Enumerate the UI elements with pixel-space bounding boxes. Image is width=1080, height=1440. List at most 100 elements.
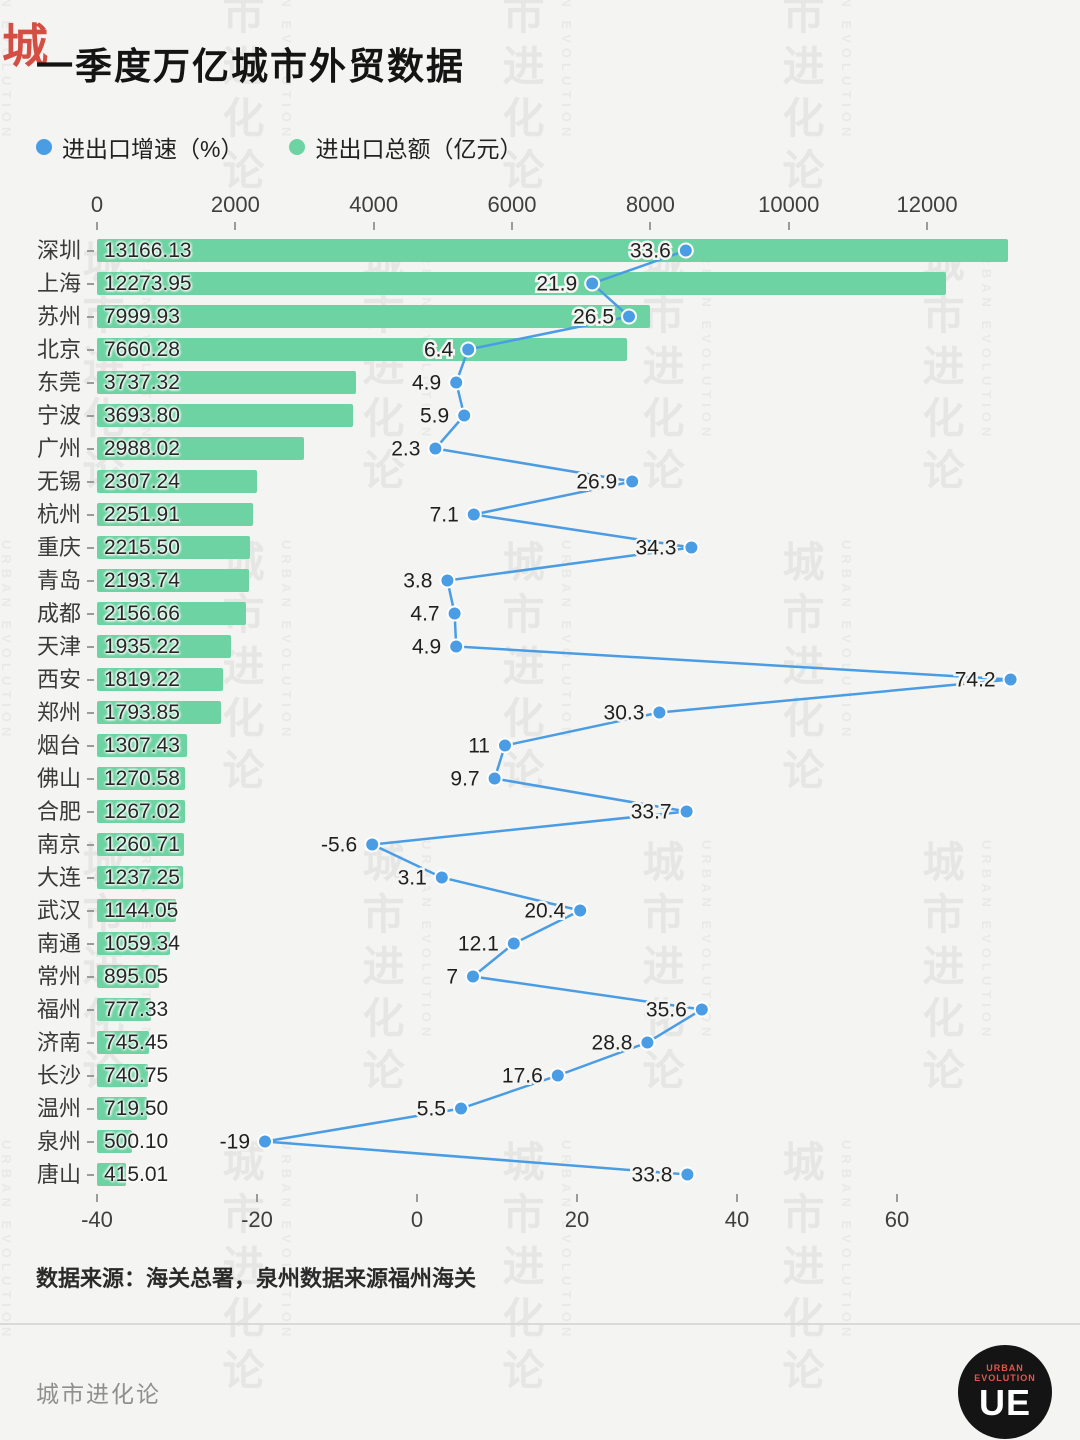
trade-total-bar [97, 635, 231, 658]
city-label: 杭州 [36, 502, 81, 527]
trade-total-value: 719.50 [104, 1097, 169, 1120]
trade-total-bar [97, 503, 253, 526]
growth-point [639, 1034, 656, 1051]
top-axis-tick-label: 4000 [349, 192, 399, 217]
y-axis-tick-mark [87, 678, 94, 681]
bottom-axis-tick-label: 0 [410, 1207, 424, 1232]
trade-total-bar [97, 1097, 147, 1120]
top-axis-tick-mark [234, 222, 237, 230]
trade-total-value: 500.10 [104, 1130, 169, 1153]
growth-point [439, 572, 456, 589]
trade-total-value: 7999.93 [104, 305, 180, 328]
legend-dot-blue-icon [36, 139, 52, 155]
y-axis-tick-mark [87, 1107, 94, 1110]
trade-total-bar [97, 1031, 149, 1054]
bottom-axis-tick-mark [736, 1194, 738, 1202]
trade-total-value: 777.33 [104, 998, 169, 1021]
y-axis-tick-mark [87, 315, 94, 318]
growth-value-label: 2.3 [391, 438, 420, 461]
top-axis-tick-label: 2000 [210, 192, 260, 217]
top-axis-tick-label: 12000 [896, 192, 958, 217]
trade-total-bar [97, 1163, 126, 1186]
growth-value-label: 34.3 [636, 537, 677, 560]
city-label: 青岛 [36, 568, 81, 593]
trade-total-value: 415.01 [104, 1163, 169, 1186]
growth-value-label: 5.9 [420, 405, 449, 428]
trade-total-bar [97, 668, 223, 691]
trade-total-bar [97, 602, 247, 625]
y-axis-tick-mark [87, 1041, 94, 1044]
footer: 城市进化论 URBAN EVOLUTION UE [0, 1345, 1080, 1439]
trade-total-bar [97, 437, 304, 460]
growth-value-label: 7 [446, 966, 458, 989]
watermark-corner-glyph: 城 [2, 20, 48, 72]
growth-value-label: 33.8 [632, 1164, 673, 1187]
growth-point [678, 803, 695, 820]
bottom-axis-tick-label: 60 [884, 1207, 910, 1232]
growth-value-label: 33.7 [631, 801, 672, 824]
growth-line [264, 249, 1011, 1176]
y-axis-tick-mark [87, 381, 94, 384]
growth-value-label: 9.7 [450, 768, 479, 791]
trade-total-value: 1935.22 [104, 635, 180, 658]
trade-total-value: 13166.13 [104, 239, 192, 262]
city-label: 天津 [36, 634, 81, 659]
y-axis-tick-mark [87, 843, 94, 846]
top-axis-tick-mark [511, 222, 514, 230]
city-label: 东莞 [36, 370, 81, 395]
trade-total-value: 7660.28 [104, 338, 180, 361]
city-label: 合肥 [36, 799, 81, 824]
trade-total-value: 2307.24 [104, 470, 180, 493]
growth-point [456, 407, 473, 424]
y-axis-tick-mark [87, 1173, 94, 1176]
city-label: 广州 [36, 436, 81, 461]
top-axis-tick-mark [96, 222, 98, 230]
trade-total-bar [97, 965, 159, 988]
legend-dot-green-icon [289, 139, 306, 155]
bottom-axis-tick-mark [96, 1194, 98, 1202]
trade-chart: 0 2000 4000 6000 8000 10000 12000 深圳 13166.13 上海 1… [0, 192, 1080, 1243]
city-label: 唐山 [36, 1162, 81, 1187]
growth-point [572, 902, 589, 919]
brand-text: 城市进化论 [36, 1381, 161, 1407]
y-axis-tick-mark [87, 1008, 94, 1011]
growth-value-label: 5.5 [417, 1098, 446, 1121]
city-label: 烟台 [36, 733, 81, 758]
growth-value-label: 20.4 [524, 900, 565, 923]
bottom-axis-tick-label: 20 [564, 1207, 590, 1232]
city-label: 上海 [36, 271, 81, 296]
city-label: 北京 [36, 337, 81, 362]
top-axis-tick-label: 8000 [625, 192, 675, 217]
trade-total-value: 1307.43 [104, 734, 180, 757]
trade-total-value: 740.75 [104, 1064, 169, 1087]
bottom-axis-tick-mark [416, 1194, 418, 1202]
bottom-axis-tick-label: -40 [81, 1207, 113, 1232]
trade-total-bar [97, 305, 651, 328]
trade-total-value: 1260.71 [104, 833, 180, 856]
growth-value-label: 3.1 [398, 867, 427, 890]
y-axis-tick-mark [87, 876, 94, 879]
trade-total-bar [97, 734, 188, 757]
legend-item-total: 进出口总额（亿元） [289, 130, 522, 164]
y-axis-tick-mark [87, 810, 94, 813]
city-label: 郑州 [36, 700, 81, 725]
growth-point [549, 1067, 566, 1084]
city-label: 南京 [36, 832, 81, 857]
page-title: 一季度万亿城市外贸数据 [36, 46, 465, 87]
growth-point [505, 935, 522, 952]
y-axis-tick-mark [87, 942, 94, 945]
trade-total-bar [97, 1064, 149, 1087]
y-axis-tick-mark [87, 711, 94, 714]
growth-point [679, 1166, 696, 1183]
city-label: 大连 [36, 865, 81, 890]
legend-item-growth: 进出口增速（%） [36, 130, 243, 164]
logo-monogram: UE [978, 1382, 1031, 1423]
y-axis-tick-mark [87, 348, 94, 351]
trade-total-bar [97, 569, 249, 592]
growth-point [465, 506, 482, 523]
city-label: 重庆 [36, 535, 81, 560]
growth-point [651, 704, 668, 721]
growth-point [446, 605, 463, 622]
city-label: 济南 [36, 1030, 81, 1055]
